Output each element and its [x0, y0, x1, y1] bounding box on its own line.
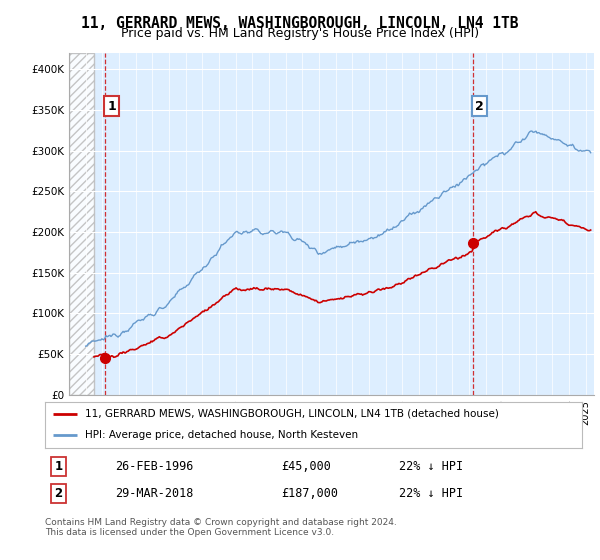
Text: 2: 2: [475, 100, 484, 113]
Text: 29-MAR-2018: 29-MAR-2018: [115, 487, 193, 500]
Text: Price paid vs. HM Land Registry's House Price Index (HPI): Price paid vs. HM Land Registry's House …: [121, 27, 479, 40]
Text: 1: 1: [107, 100, 116, 113]
Text: 22% ↓ HPI: 22% ↓ HPI: [400, 487, 464, 500]
Text: £187,000: £187,000: [281, 487, 338, 500]
Text: 22% ↓ HPI: 22% ↓ HPI: [400, 460, 464, 473]
Text: £45,000: £45,000: [281, 460, 331, 473]
Text: Contains HM Land Registry data © Crown copyright and database right 2024.
This d: Contains HM Land Registry data © Crown c…: [45, 518, 397, 538]
Text: HPI: Average price, detached house, North Kesteven: HPI: Average price, detached house, Nort…: [85, 430, 358, 440]
Bar: [69, 53, 94, 395]
Text: 1: 1: [55, 460, 62, 473]
Text: 26-FEB-1996: 26-FEB-1996: [115, 460, 193, 473]
Text: 11, GERRARD MEWS, WASHINGBOROUGH, LINCOLN, LN4 1TB (detached house): 11, GERRARD MEWS, WASHINGBOROUGH, LINCOL…: [85, 409, 499, 418]
Text: 2: 2: [55, 487, 62, 500]
Text: 11, GERRARD MEWS, WASHINGBOROUGH, LINCOLN, LN4 1TB: 11, GERRARD MEWS, WASHINGBOROUGH, LINCOL…: [81, 16, 519, 31]
